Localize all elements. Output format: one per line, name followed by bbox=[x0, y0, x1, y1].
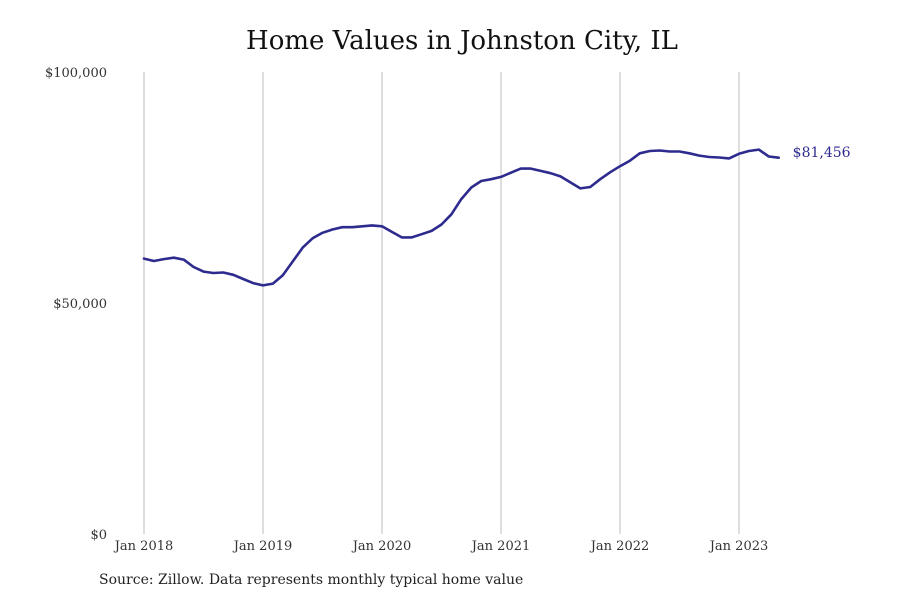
x-tick-label: Jan 2020 bbox=[351, 539, 412, 554]
x-tick-label: Jan 2022 bbox=[589, 539, 650, 554]
y-axis-ticks: $0 $50,000 $100,000 bbox=[45, 66, 107, 543]
x-tick-label: Jan 2021 bbox=[470, 539, 531, 554]
x-tick-label: Jan 2023 bbox=[708, 539, 769, 554]
x-tick-label: Jan 2018 bbox=[113, 539, 174, 554]
chart-title: Home Values in Johnston City, IL bbox=[246, 26, 678, 56]
end-value-label: $81,456 bbox=[793, 145, 851, 161]
series-line-home-value bbox=[142, 148, 780, 287]
source-note: Source: Zillow. Data represents monthly … bbox=[99, 572, 524, 588]
gridlines bbox=[143, 72, 740, 534]
x-axis-ticks: Jan 2018 Jan 2019 Jan 2020 Jan 2021 Jan 2022… bbox=[113, 539, 769, 554]
x-tick-label: Jan 2019 bbox=[232, 539, 293, 554]
y-tick-label: $50,000 bbox=[53, 297, 107, 312]
y-tick-label: $100,000 bbox=[45, 66, 107, 81]
y-tick-label: $0 bbox=[90, 528, 107, 543]
